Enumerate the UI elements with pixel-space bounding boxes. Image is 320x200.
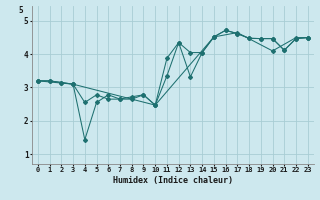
Text: 5: 5 bbox=[18, 6, 23, 15]
X-axis label: Humidex (Indice chaleur): Humidex (Indice chaleur) bbox=[113, 176, 233, 185]
